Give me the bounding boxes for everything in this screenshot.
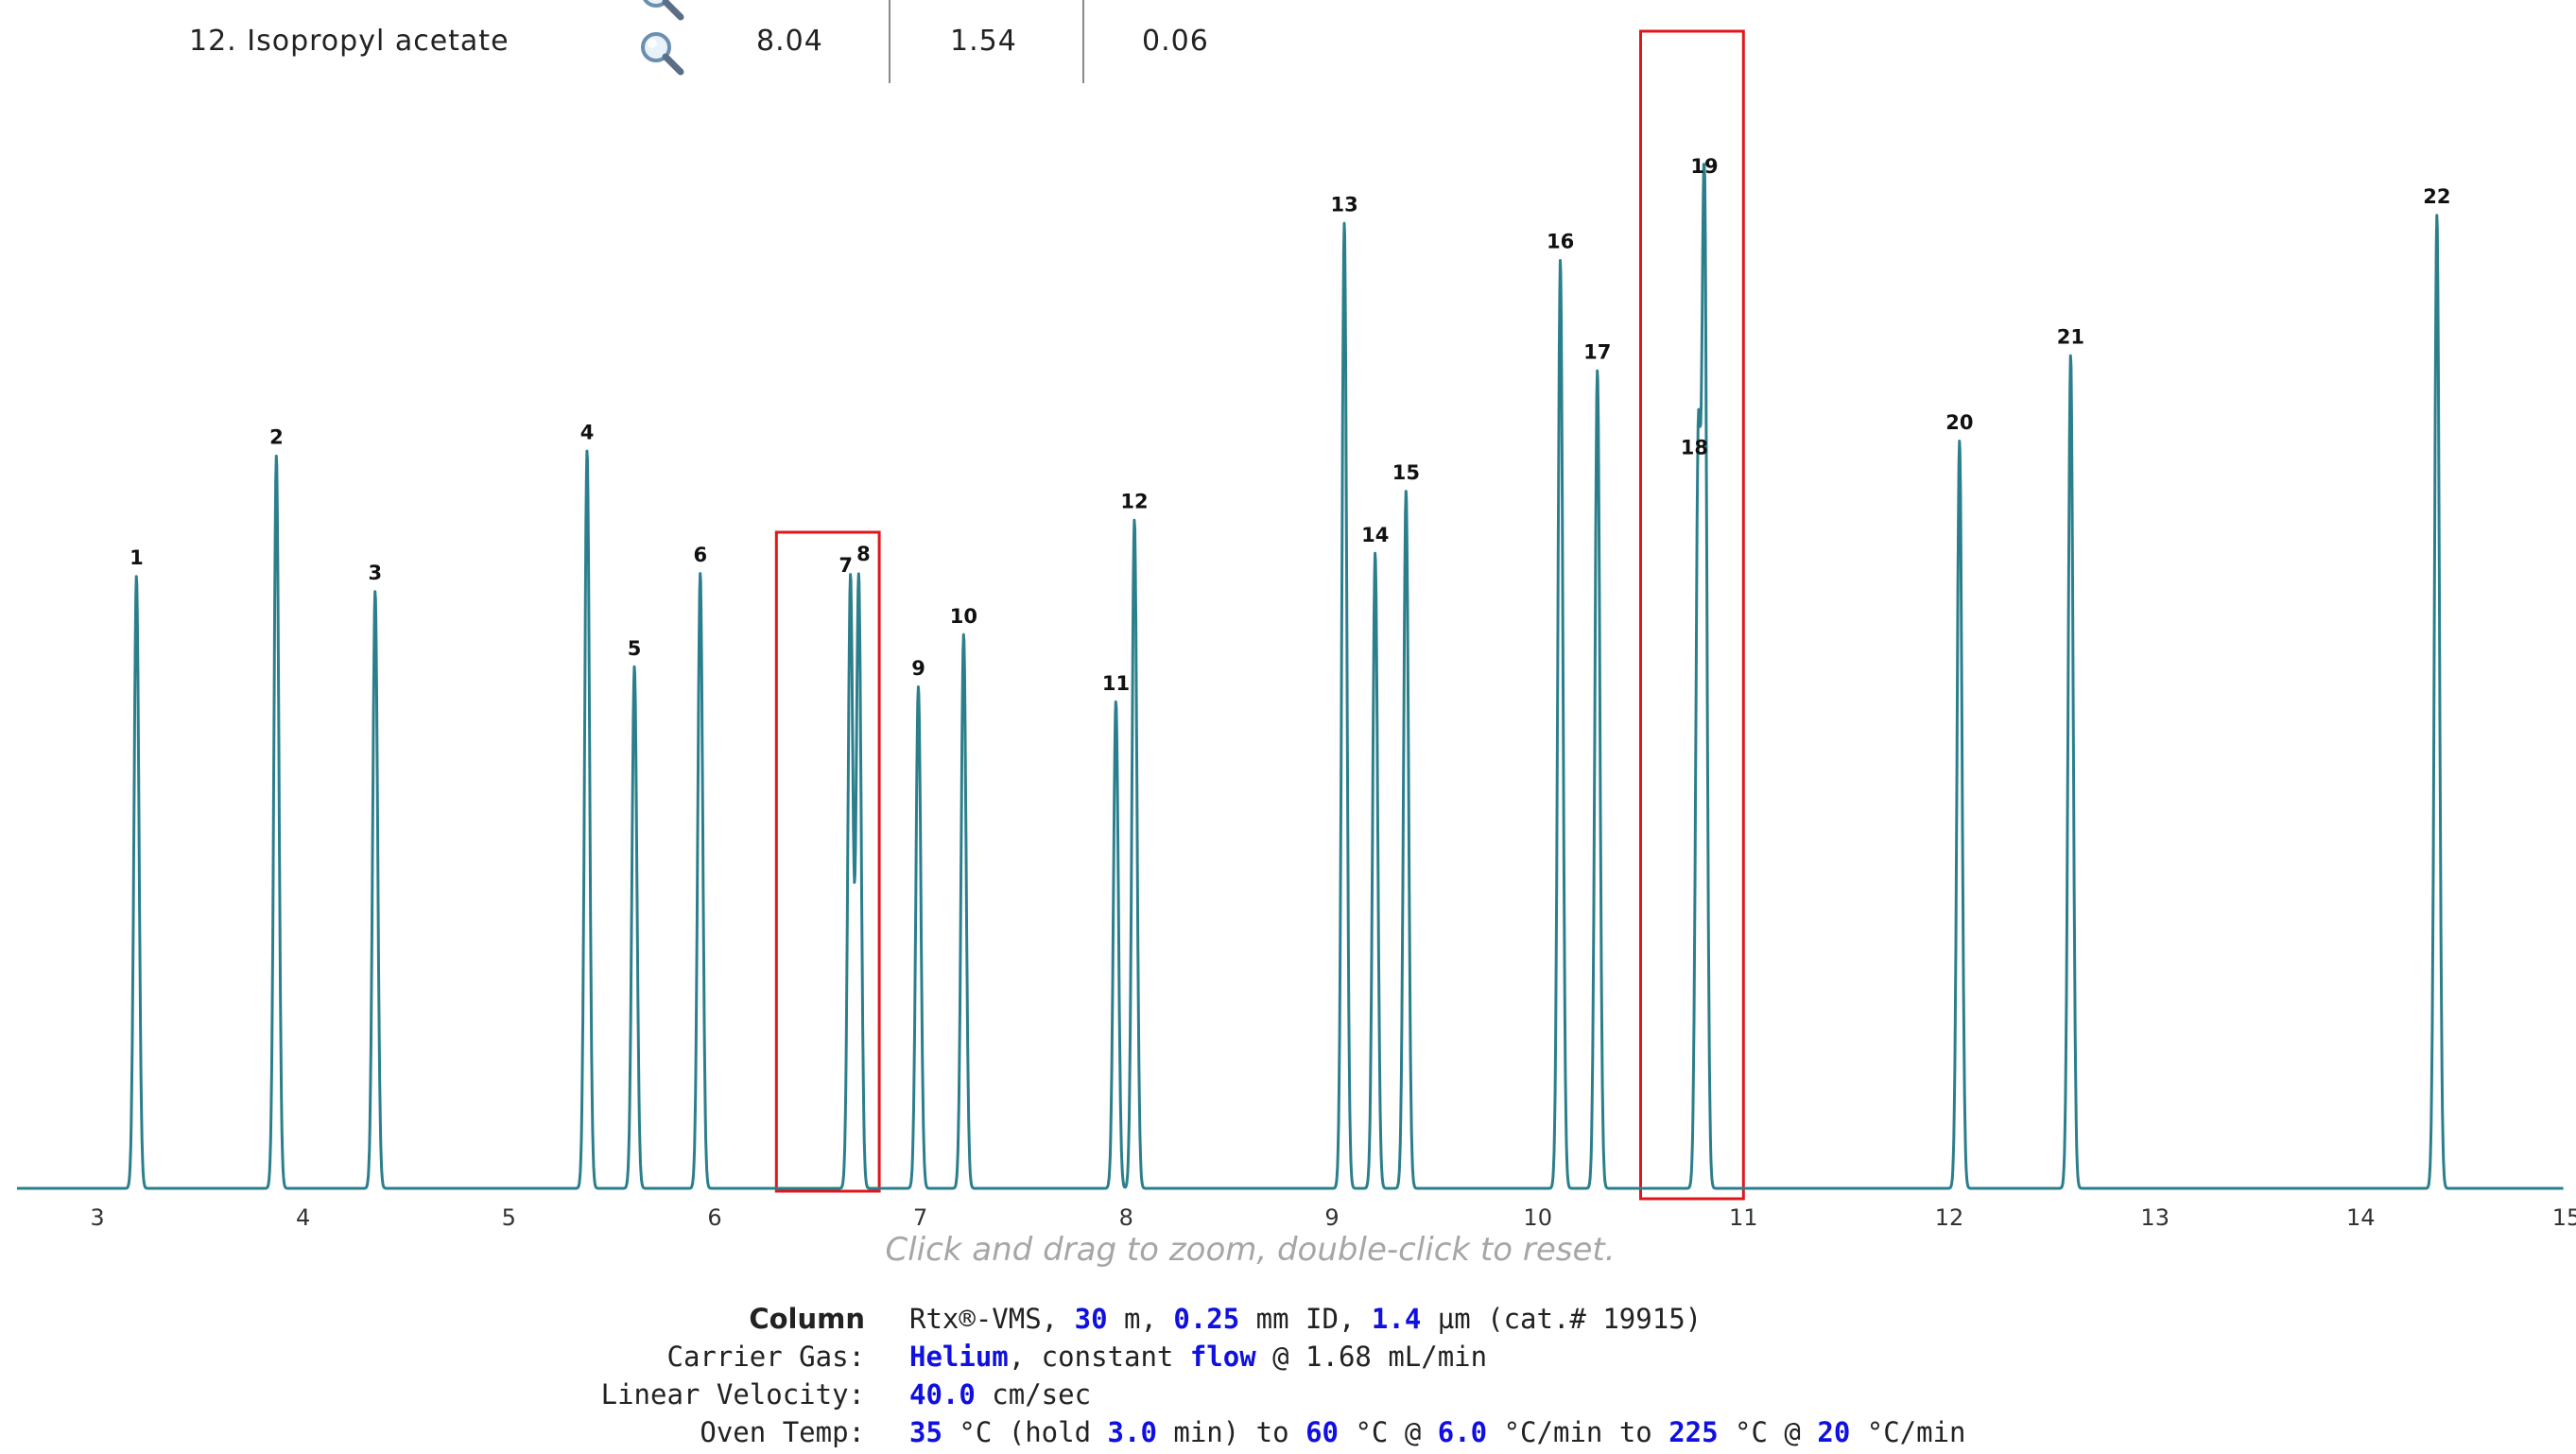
- column-divider: [889, 0, 890, 83]
- peak-label: 8: [856, 543, 871, 565]
- peak-label: 22: [2423, 185, 2450, 208]
- chromatogram-trace: [16, 163, 2565, 1190]
- peak-label: 15: [1392, 461, 1420, 484]
- peak-label: 21: [2057, 326, 2084, 349]
- peak-label: 19: [1690, 155, 1718, 178]
- peak-label: 9: [911, 657, 925, 680]
- magnifier-icon[interactable]: [635, 26, 686, 78]
- peak-label: 2: [269, 426, 284, 449]
- condition-linear-velocity: Linear Velocity: 40.0 cm/sec: [0, 1378, 2576, 1416]
- compound-table-row: 12. Isopropyl acetate 8.04 1.54 0.06: [0, 0, 2576, 95]
- peak-label: 12: [1120, 491, 1148, 513]
- x-tick-label: 3: [90, 1204, 104, 1231]
- peak-label: 10: [950, 605, 977, 628]
- highlight-box: [1639, 29, 1745, 1201]
- x-tick-label: 10: [1523, 1204, 1552, 1231]
- x-axis-ticks: 3 4 5 6 7 8 9 10 11 12 13 14 15: [90, 1204, 2576, 1231]
- peak-label: 1: [130, 546, 144, 569]
- condition-value: Rtx®-VMS, 30 m, 0.25 mm ID, 1.4 µm (cat.…: [909, 1303, 1703, 1335]
- condition-value: 35 °C (hold 3.0 min) to 60 °C @ 6.0 °C/m…: [909, 1416, 1966, 1448]
- peak-label: 4: [580, 421, 595, 443]
- condition-oven-temp: Oven Temp: 35 °C (hold 3.0 min) to 60 °C…: [0, 1416, 2576, 1454]
- peak-label: 11: [1102, 672, 1130, 695]
- x-tick-label: 6: [707, 1204, 721, 1231]
- condition-label: Carrier Gas:: [666, 1341, 865, 1373]
- highlight-boxes: [774, 29, 1745, 1201]
- x-tick-label: 5: [502, 1204, 516, 1231]
- condition-column: Column Rtx®-VMS, 30 m, 0.25 mm ID, 1.4 µ…: [0, 1303, 2576, 1341]
- compound-name: 12. Isopropyl acetate: [189, 25, 510, 58]
- highlight-box: [774, 530, 881, 1193]
- condition-value: Helium, constant flow @ 1.68 mL/min: [909, 1341, 1488, 1373]
- retention-time-value: 8.04: [756, 25, 823, 58]
- x-tick-label: 7: [913, 1204, 927, 1231]
- condition-label: Oven Temp:: [700, 1416, 865, 1448]
- x-tick-label: 4: [296, 1204, 310, 1231]
- x-tick-label: 12: [1935, 1204, 1964, 1231]
- peak-label: 5: [628, 637, 642, 660]
- peak-label: 20: [1945, 411, 1973, 434]
- x-tick-label: 15: [2552, 1204, 2576, 1231]
- peak-label: 17: [1583, 341, 1611, 364]
- peak-label: 14: [1361, 524, 1389, 546]
- peak-label: 13: [1330, 193, 1357, 216]
- x-tick-label: 14: [2346, 1204, 2376, 1231]
- condition-label: Column: [749, 1303, 865, 1335]
- x-tick-label: 9: [1324, 1204, 1339, 1231]
- peak-label: 3: [368, 562, 382, 584]
- condition-value: 40.0 cm/sec: [909, 1378, 1092, 1411]
- condition-carrier-gas: Carrier Gas: Helium, constant flow @ 1.6…: [0, 1341, 2576, 1378]
- condition-label: Linear Velocity:: [600, 1378, 865, 1411]
- table-value-2: 1.54: [950, 25, 1017, 58]
- magnifier-icon[interactable]: [635, 0, 686, 23]
- x-tick-label: 8: [1119, 1204, 1133, 1231]
- x-tick-label: 13: [2140, 1204, 2170, 1231]
- peak-label: 6: [693, 544, 707, 566]
- peak-label: 7: [838, 554, 853, 577]
- table-value-3: 0.06: [1142, 25, 1209, 58]
- column-divider: [1082, 0, 1084, 83]
- x-tick-label: 11: [1729, 1204, 1758, 1231]
- peak-label: 18: [1681, 436, 1708, 459]
- zoom-hint: Click and drag to zoom, double-click to …: [885, 1231, 1616, 1269]
- peak-label: 16: [1547, 231, 1574, 253]
